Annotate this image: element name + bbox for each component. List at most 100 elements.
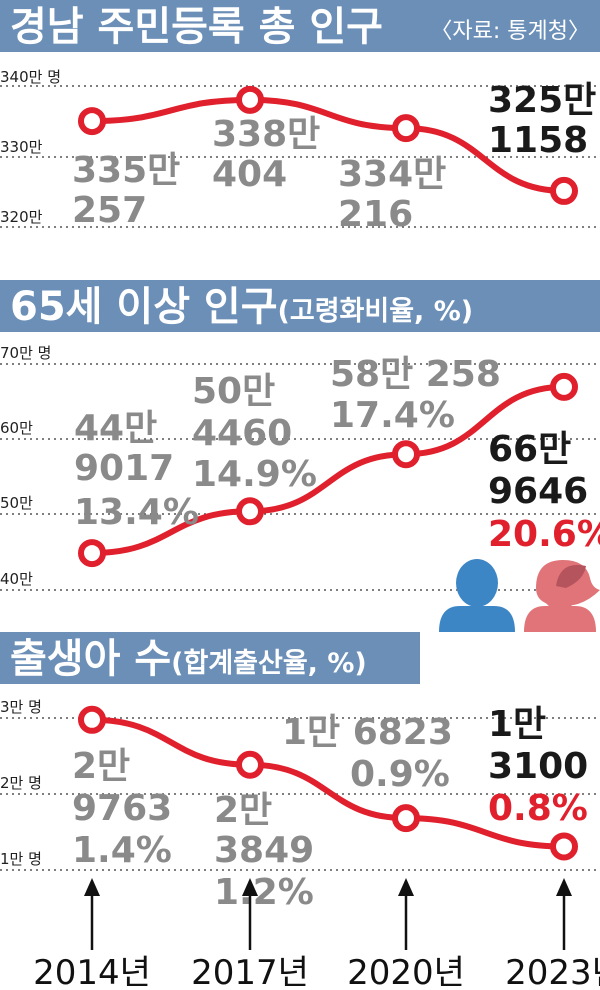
panel-title: 경남 주민등록 총 인구 (10, 4, 383, 50)
data-label: 44만 9017 13.4% (74, 408, 199, 533)
x-tick-label: 2017년 (191, 953, 309, 990)
series-line (91, 383, 565, 557)
label-line: 3100 (488, 746, 588, 787)
panel-subtitle: (고령화비율, %) (278, 296, 474, 327)
data-label: 50만 4460 14.9% (192, 371, 317, 495)
data-label: 1만 3100 0.8% (488, 704, 588, 829)
label-line: 9763 (72, 788, 172, 829)
data-label: 2만 9763 1.4% (72, 746, 172, 871)
data-label: 2만 3849 1.2% (214, 790, 314, 913)
panel-population: 경남 주민등록 총 인구 〈자료: 통계청〉 340만 명 330만 320만 … (0, 0, 600, 235)
y-tick-label: 60만 (0, 419, 33, 437)
data-label: 66만 9646 20.6% (488, 429, 600, 555)
label-line: 325만 (488, 80, 596, 121)
panel-births: 출생아 수(합계출산율, %) 3만 명 2만 명 1만 명 2만 9763 1… (0, 632, 600, 913)
up-arrow-icon (242, 878, 258, 896)
series-path (91, 716, 565, 850)
data-point (78, 107, 106, 136)
label-line: 4460 (192, 413, 292, 454)
up-arrow-icon (556, 878, 572, 896)
label-line: 14.9% (192, 454, 317, 495)
panel-subtitle: (합계출산율, %) (171, 648, 367, 679)
label-line: 257 (72, 190, 147, 231)
y-tick-label: 50만 (0, 494, 33, 512)
y-tick-label: 3만 명 (0, 698, 42, 716)
x-axis: 2014년 2017년 2020년 2023년 (33, 878, 600, 990)
up-arrow-icon (398, 878, 414, 896)
label-line: 404 (212, 154, 287, 195)
data-label: 338만 404 (212, 114, 320, 195)
data-point (550, 372, 578, 401)
panel-title-group: 출생아 수(합계출산율, %) (10, 636, 367, 682)
data-point (78, 705, 106, 734)
label-line: 44만 (74, 408, 157, 449)
series-path (91, 383, 565, 557)
header-bar (0, 632, 420, 684)
panel-title-group: 65세 이상 인구(고령화비율, %) (10, 284, 473, 330)
series-path (91, 96, 565, 194)
male-person-icon (439, 559, 515, 632)
label-line: 2만 (214, 790, 272, 831)
data-label: 335만 257 (72, 150, 180, 231)
source-note: 〈자료: 통계청〉 (430, 19, 590, 44)
label-line: 1만 6823 (282, 712, 453, 753)
label-line: 3849 (214, 830, 314, 871)
panel-elderly: 65세 이상 인구(고령화비율, %) 70만 명 60만 50만 40만 44… (0, 280, 600, 632)
y-tick-label: 1만 명 (0, 850, 42, 868)
label-line: 66만 (488, 429, 571, 470)
label-line: 20.6% (488, 514, 600, 555)
data-point (236, 750, 264, 779)
label-line: 9017 (74, 448, 174, 489)
label-line: 17.4% (330, 395, 455, 436)
data-point (392, 114, 420, 143)
x-tick-label: 2014년 (33, 953, 151, 990)
label-line: 335만 (72, 150, 180, 191)
data-points (78, 372, 578, 568)
series-line (91, 96, 565, 194)
female-person-icon (524, 560, 600, 632)
data-point (392, 804, 420, 833)
y-tick-label: 2만 명 (0, 774, 42, 792)
data-point (236, 85, 264, 114)
label-line: 0.8% (488, 788, 588, 829)
label-line: 2만 (72, 746, 130, 787)
up-arrow-icon (84, 878, 100, 896)
label-line: 1.2% (214, 872, 314, 913)
data-point (392, 440, 420, 469)
data-point (236, 497, 264, 526)
label-line: 338만 (212, 114, 320, 155)
header-bar (0, 280, 600, 332)
label-line: 13.4% (74, 492, 199, 533)
label-line: 334만 (338, 154, 446, 195)
y-tick-label: 70만 명 (0, 344, 51, 362)
data-points (78, 705, 578, 861)
y-tick-label: 340만 명 (0, 68, 61, 86)
x-tick-label: 2023년 (505, 953, 600, 990)
data-label: 325만 1158 (488, 80, 596, 161)
data-label: 58만 258 17.4% (330, 354, 501, 436)
label-line: 216 (338, 194, 413, 235)
label-line: 1.4% (72, 830, 172, 871)
label-line: 50만 (192, 371, 275, 412)
label-line: 1만 (488, 704, 546, 745)
label-line: 1158 (488, 120, 588, 161)
data-points (78, 85, 578, 205)
series-line (91, 716, 565, 850)
header-bar (0, 0, 600, 52)
label-line: 0.9% (350, 754, 450, 795)
x-tick-label: 2020년 (347, 953, 465, 990)
data-label: 334만 216 (338, 154, 446, 235)
y-tick-label: 320만 (0, 208, 43, 226)
data-point (550, 176, 578, 205)
y-tick-label: 330만 (0, 138, 43, 156)
label-line: 58만 258 (330, 354, 501, 395)
data-point (78, 539, 106, 568)
data-point (550, 832, 578, 861)
panel-title: 출생아 수 (10, 636, 171, 682)
panel-title: 65세 이상 인구 (10, 284, 278, 330)
y-tick-label: 40만 (0, 570, 33, 588)
data-label: 1만 6823 0.9% (282, 712, 453, 795)
label-line: 9646 (488, 471, 588, 512)
